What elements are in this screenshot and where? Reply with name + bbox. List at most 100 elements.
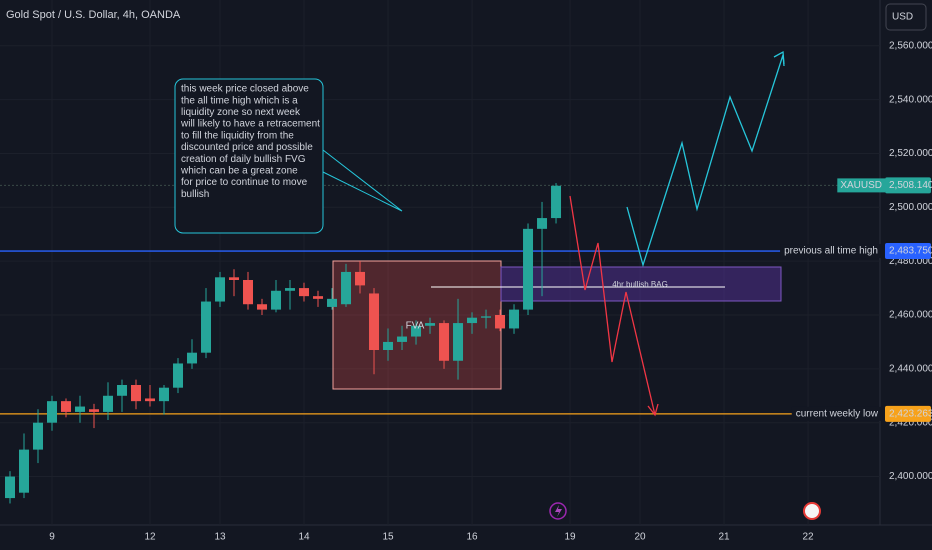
- candle-body: [257, 304, 268, 310]
- arrowhead: [773, 50, 785, 65]
- price-box: [885, 177, 931, 194]
- price-line-tag: [780, 244, 882, 259]
- y-tick-label: 2,520.000: [889, 148, 932, 159]
- blue-arrow: [626, 54, 785, 268]
- x-tick-label: 15: [382, 532, 394, 543]
- price-value: 2,483.750: [889, 246, 932, 257]
- price-lines: [0, 184, 880, 415]
- candle-body: [32, 422, 43, 450]
- y-tick-label: 2,480.000: [889, 256, 932, 267]
- note-line: this week price closed above: [181, 84, 309, 95]
- y-tick-label: 2,440.000: [889, 363, 932, 374]
- candle-body: [89, 409, 100, 412]
- price-line-tag: [791, 406, 883, 421]
- chart-title: Gold Spot / U.S. Dollar, 4h, OANDA: [6, 9, 181, 21]
- currency: USD: [892, 12, 913, 23]
- candle-body: [173, 363, 184, 388]
- candle-body: [355, 271, 366, 286]
- candle-body: [187, 352, 198, 364]
- candle-body: [481, 316, 492, 318]
- price-value: 2,423.263: [889, 409, 932, 420]
- price-value: 2,508.140: [889, 180, 932, 191]
- fva-label: FVA: [406, 321, 425, 332]
- candle-body: [369, 293, 380, 350]
- candle-body: [145, 398, 156, 402]
- x-tick-label: 19: [564, 532, 576, 543]
- candle-body: [411, 325, 422, 337]
- grid: [0, 0, 880, 525]
- y-tick-label: 2,420.000: [889, 417, 932, 428]
- note-line: liquidity zone so next week: [181, 107, 301, 118]
- candle-body: [103, 395, 114, 412]
- note-line: bullish: [181, 189, 209, 200]
- candle-body: [425, 323, 436, 326]
- y-tick-label: 2,400.000: [889, 471, 932, 482]
- note-line: to fill the liquidity from the: [181, 130, 294, 141]
- x-tick-label: 14: [298, 532, 310, 543]
- x-tick-label: 22: [802, 532, 814, 543]
- x-tick-label: 21: [718, 532, 730, 543]
- y-tick-label: 2,540.000: [889, 94, 932, 105]
- note-line: which can be a great zone: [180, 166, 298, 177]
- candle-body: [453, 323, 464, 361]
- bag-box: [500, 266, 782, 302]
- candle-body: [215, 277, 226, 302]
- candle-body: [46, 401, 57, 423]
- candle-body: [18, 449, 29, 493]
- candles: [4, 183, 562, 504]
- candle-body: [313, 296, 324, 299]
- red-arrow: [569, 195, 656, 416]
- currency-box[interactable]: [885, 3, 927, 31]
- event-icon: [555, 505, 562, 517]
- candle-body: [467, 317, 478, 324]
- note-pointer: [322, 149, 403, 212]
- candle-body: [397, 336, 408, 342]
- candle-body: [439, 323, 450, 361]
- candle-body: [117, 385, 128, 396]
- price-box: [885, 243, 931, 260]
- candle-body: [285, 288, 296, 291]
- candle-body: [60, 401, 71, 412]
- price-line-name: previous all time high: [784, 246, 878, 257]
- x-tick-label: 9: [49, 532, 55, 543]
- candle-body: [383, 341, 394, 350]
- note-line: creation of daily bullish FVG: [181, 154, 306, 165]
- price-line-name: XAUUSD: [840, 180, 882, 191]
- note-line: for price to continue to move: [181, 177, 308, 188]
- note-line: will likely to have a retracement: [180, 119, 320, 130]
- x-tick-label: 20: [634, 532, 646, 543]
- x-tick-label: 16: [466, 532, 478, 543]
- candle-body: [551, 185, 562, 219]
- price-line-tag: [837, 178, 885, 193]
- candle-body: [299, 288, 310, 297]
- bag-label: 4hr bullish BAG: [612, 280, 668, 289]
- y-tick-label: 2,560.000: [889, 40, 932, 51]
- price-box: [885, 405, 931, 422]
- candle-body: [243, 280, 254, 305]
- note-line: the all time high which is a: [181, 95, 298, 106]
- candle-body: [159, 387, 170, 402]
- y-tick-label: 2,460.000: [889, 310, 932, 321]
- candle-body: [75, 406, 85, 412]
- note-box: [174, 78, 324, 234]
- x-tick-label: 13: [214, 532, 226, 543]
- arrowhead: [647, 403, 659, 417]
- candle-body: [201, 301, 212, 353]
- note-line: discounted price and possible: [181, 142, 313, 153]
- price-line-name: current weekly low: [796, 409, 879, 420]
- x-tick-label: 12: [144, 532, 156, 543]
- candle-body: [229, 277, 240, 280]
- candle-body: [495, 315, 506, 329]
- candle-body: [341, 271, 352, 305]
- candle-body: [523, 228, 534, 310]
- candle-body: [537, 218, 548, 229]
- candle-body: [327, 298, 338, 307]
- candle-body: [509, 309, 520, 329]
- event-icon[interactable]: [803, 502, 821, 520]
- y-tick-label: 2,500.000: [889, 202, 932, 213]
- candle-body: [4, 476, 15, 499]
